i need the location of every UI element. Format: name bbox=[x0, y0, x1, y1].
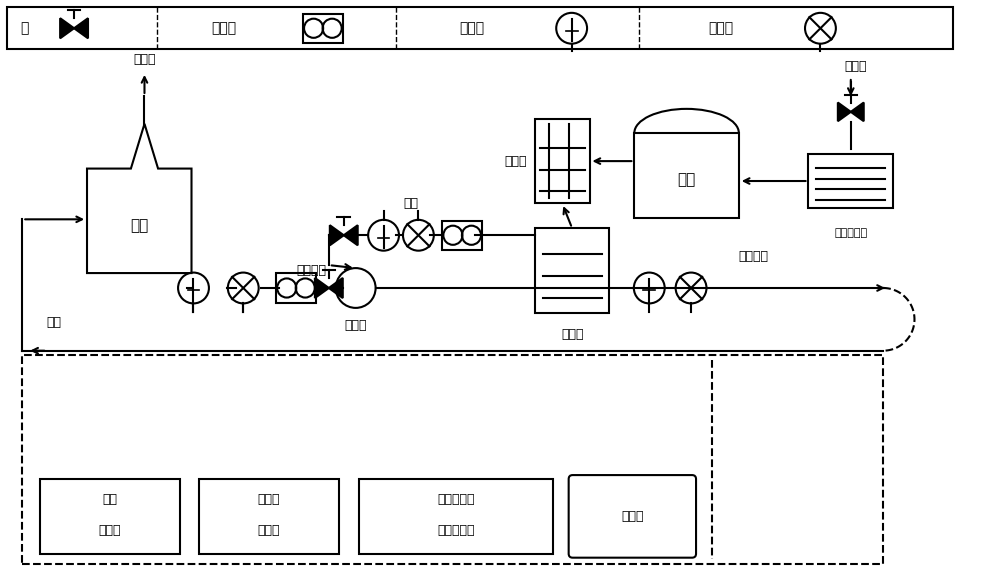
Text: 混合器: 混合器 bbox=[344, 319, 367, 332]
Text: 压力表: 压力表 bbox=[708, 21, 733, 36]
Text: 过滤器: 过滤器 bbox=[504, 155, 527, 168]
Text: 电阻传感器: 电阻传感器 bbox=[437, 524, 474, 537]
Text: 气路: 气路 bbox=[403, 197, 418, 210]
Bar bbox=[22, 355, 883, 564]
Polygon shape bbox=[851, 103, 864, 121]
Text: 进气口: 进气口 bbox=[845, 60, 867, 73]
Text: 传感器: 传感器 bbox=[258, 524, 280, 537]
Bar bbox=[199, 479, 339, 554]
Text: 测量管段: 测量管段 bbox=[296, 264, 326, 277]
Bar bbox=[442, 221, 482, 250]
Text: 阀: 阀 bbox=[20, 21, 29, 36]
Text: 流量计: 流量计 bbox=[211, 21, 236, 36]
Bar bbox=[535, 119, 590, 203]
Bar bbox=[808, 154, 893, 209]
Text: 水路: 水路 bbox=[47, 316, 62, 329]
Text: 传感器: 传感器 bbox=[99, 524, 121, 537]
Bar bbox=[7, 7, 953, 49]
Polygon shape bbox=[330, 225, 344, 245]
Text: 流动方向: 流动方向 bbox=[739, 250, 769, 262]
Text: 气罐: 气罐 bbox=[677, 172, 696, 187]
Polygon shape bbox=[315, 278, 329, 298]
Text: 电导环: 电导环 bbox=[258, 493, 280, 506]
Bar bbox=[535, 228, 609, 313]
Polygon shape bbox=[74, 18, 88, 38]
Bar bbox=[276, 273, 316, 303]
Text: 干燥机: 干燥机 bbox=[561, 328, 583, 342]
Text: 截面阵列式: 截面阵列式 bbox=[437, 493, 474, 506]
Text: 摄像机: 摄像机 bbox=[621, 510, 644, 523]
Bar bbox=[303, 14, 343, 43]
Bar bbox=[40, 479, 180, 554]
Polygon shape bbox=[329, 278, 343, 298]
Bar bbox=[359, 479, 553, 554]
Polygon shape bbox=[344, 225, 358, 245]
FancyBboxPatch shape bbox=[569, 475, 696, 558]
Text: 出气口: 出气口 bbox=[133, 53, 156, 65]
Text: 水罐: 水罐 bbox=[130, 218, 148, 233]
Text: 温度计: 温度计 bbox=[460, 21, 485, 36]
Text: 电容: 电容 bbox=[102, 493, 117, 506]
Polygon shape bbox=[838, 103, 851, 121]
Text: 空气压缩机: 空气压缩机 bbox=[834, 228, 867, 238]
Bar bbox=[634, 133, 739, 218]
Polygon shape bbox=[60, 18, 74, 38]
